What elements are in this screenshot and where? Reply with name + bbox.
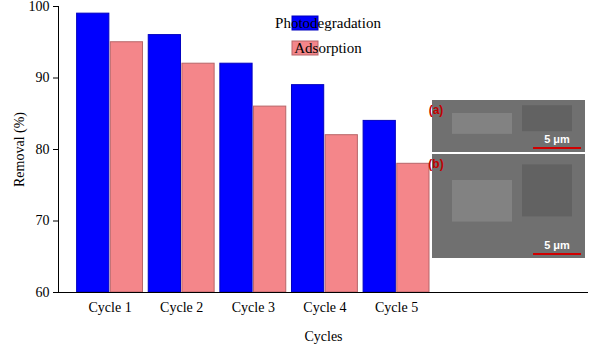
svg-text:90: 90: [36, 70, 50, 85]
svg-text:Cycle 4: Cycle 4: [303, 300, 346, 315]
svg-text:100: 100: [29, 0, 50, 14]
svg-text:70: 70: [36, 213, 50, 228]
svg-text:Cycle 2: Cycle 2: [160, 300, 203, 315]
svg-text:Adsorption: Adsorption: [294, 40, 362, 56]
svg-text:60: 60: [36, 285, 50, 300]
svg-text:Cycle 5: Cycle 5: [375, 300, 418, 315]
svg-text:80: 80: [36, 142, 50, 157]
svg-text:Cycle 1: Cycle 1: [88, 300, 131, 315]
svg-text:5 μm: 5 μm: [544, 239, 570, 251]
svg-text:5 μm: 5 μm: [544, 133, 570, 145]
svg-text:Cycle 3: Cycle 3: [232, 300, 275, 315]
svg-text:Cycles: Cycles: [304, 329, 342, 344]
svg-text:(b): (b): [428, 157, 443, 171]
svg-text:Photodegradation: Photodegradation: [275, 15, 381, 31]
svg-text:Removal (%): Removal (%): [12, 112, 28, 187]
svg-text:(a): (a): [429, 103, 444, 117]
